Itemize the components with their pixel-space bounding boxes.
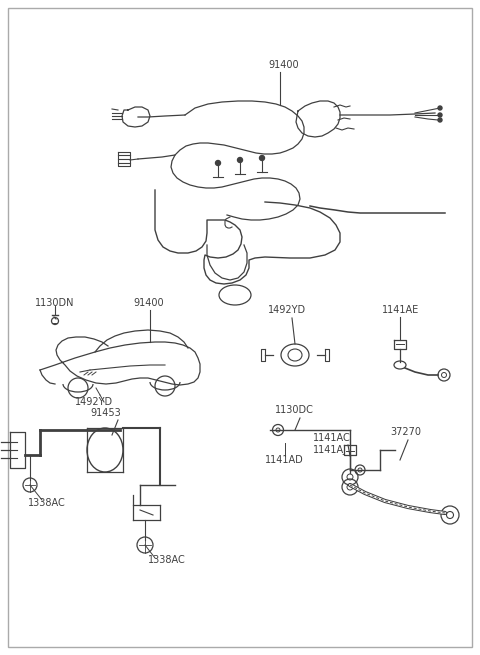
Circle shape [216, 160, 220, 166]
Circle shape [238, 157, 242, 162]
Text: 1492YD: 1492YD [75, 397, 113, 407]
Circle shape [438, 113, 442, 117]
Text: 1141AC: 1141AC [313, 433, 351, 443]
Text: 1141AJ: 1141AJ [313, 445, 347, 455]
Text: 1141AE: 1141AE [382, 305, 419, 315]
Text: 1141AD: 1141AD [265, 455, 304, 465]
Text: 1338AC: 1338AC [148, 555, 186, 565]
Text: 91453: 91453 [90, 408, 121, 418]
Circle shape [260, 155, 264, 160]
Text: 1130DC: 1130DC [275, 405, 314, 415]
Circle shape [438, 118, 442, 122]
Circle shape [438, 106, 442, 110]
Text: 37270: 37270 [390, 427, 421, 437]
Text: 1338AC: 1338AC [28, 498, 66, 508]
Text: 91400: 91400 [268, 60, 299, 70]
Text: 1130DN: 1130DN [35, 298, 74, 308]
Text: 91400: 91400 [133, 298, 164, 308]
Text: 1492YD: 1492YD [268, 305, 306, 315]
